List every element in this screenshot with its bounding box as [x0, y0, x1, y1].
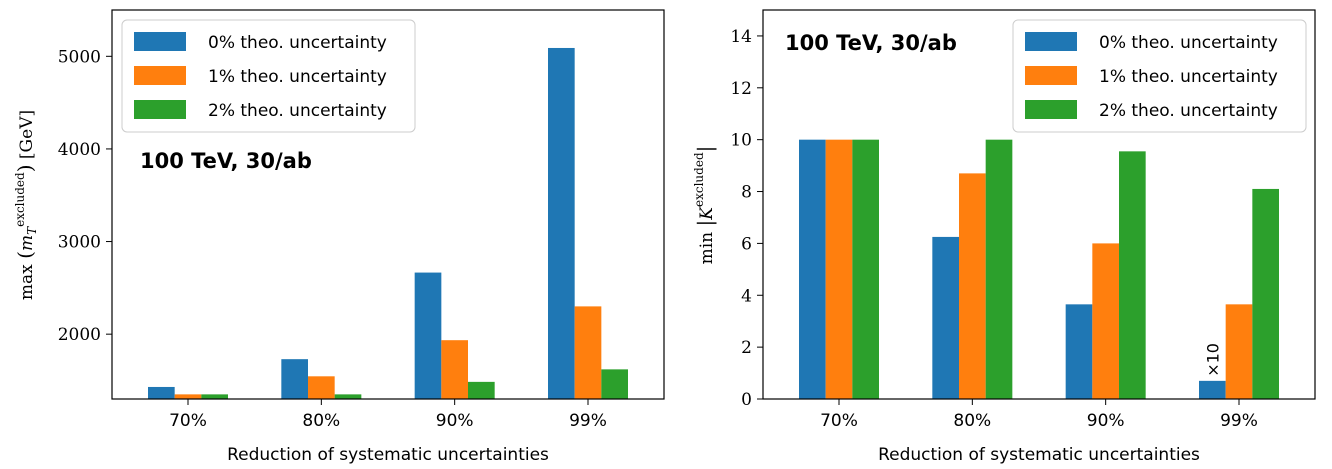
right-bar-s0-c3 [1199, 380, 1226, 399]
right-ytick-label: 4 [741, 286, 752, 306]
right-xtick-label: 80% [953, 411, 991, 431]
right-legend: 0% theo. uncertainty 1% theo. uncertainty… [1012, 19, 1307, 133]
left-ytick-label: 5000 [58, 47, 101, 67]
left-bar-s2-c1 [334, 394, 362, 399]
left-y-ticks: 2000 3000 4000 5000 [58, 47, 112, 345]
right-x-ticks: 70% 80% 90% 99% [820, 399, 1258, 431]
right-bar-s2-c0 [852, 139, 879, 400]
left-ytick-label: 3000 [58, 233, 101, 253]
right-x-axis-label: Reduction of systematic uncertainties [878, 445, 1200, 465]
left-legend-swatch-0 [134, 32, 186, 51]
left-annotation: 100 TeV, 30/ab [140, 149, 312, 173]
left-xtick-label: 80% [302, 411, 340, 431]
right-bar-s1-c2 [1092, 243, 1119, 399]
right-legend-label-2: 2% theo. uncertainty [1099, 101, 1278, 121]
left-xtick-label: 70% [169, 411, 207, 431]
left-legend-label-1: 1% theo. uncertainty [208, 67, 387, 87]
right-xtick-label: 70% [820, 411, 858, 431]
left-xtick-label: 99% [569, 411, 607, 431]
left-legend-box [121, 19, 416, 133]
left-x-axis-label: Reduction of systematic uncertainties [227, 445, 549, 465]
left-bar-s0-c1 [281, 359, 308, 399]
right-legend-label-0: 0% theo. uncertainty [1099, 33, 1278, 53]
right-legend-box [1012, 19, 1307, 133]
left-bar-s1-c0 [174, 394, 202, 399]
right-ytick-label: 2 [741, 338, 752, 358]
left-ytick-label: 2000 [58, 325, 101, 345]
left-ytick-label: 4000 [58, 140, 101, 160]
right-bar-s0-c1 [932, 236, 959, 399]
right-plot-frame [762, 9, 1316, 400]
right-ytick-label: 10 [730, 131, 752, 151]
right-legend-swatch-0 [1025, 32, 1077, 51]
right-bar-s2-c3 [1252, 188, 1279, 399]
left-bar-s0-c3 [548, 47, 575, 399]
right-bar-s1-c3 [1225, 304, 1253, 399]
right-ytick-label: 6 [741, 234, 752, 254]
left-bar-s0-c0 [148, 386, 175, 399]
right-bar-s1-c1 [959, 173, 986, 399]
left-bar-s1-c1 [308, 376, 335, 399]
left-bar-s2-c0 [201, 394, 228, 399]
right-xtick-label: 99% [1220, 411, 1258, 431]
left-xtick-label: 90% [436, 411, 474, 431]
left-bars [148, 47, 628, 399]
left-legend: 0% theo. uncertainty 1% theo. uncertainty… [121, 19, 416, 133]
right-bar-s2-c2 [1119, 151, 1146, 399]
right-legend-swatch-2 [1025, 100, 1077, 119]
left-legend-swatch-2 [134, 100, 186, 119]
bar-multiplier-label: ×10 [1203, 343, 1222, 377]
left-y-axis-label: max (mTexcluded) [GeV] [13, 110, 39, 300]
right-ytick-label: 12 [730, 79, 752, 99]
right-bar-s0-c0 [799, 139, 826, 400]
right-chart: 70% 80% 90% 99% 0 2 4 6 8 10 12 14 Reduction of sy… [692, 9, 1316, 465]
right-xtick-label: 90% [1087, 411, 1125, 431]
right-bar-s0-c2 [1065, 304, 1093, 399]
left-bar-s2-c2 [468, 381, 495, 399]
right-ytick-label: 14 [730, 27, 752, 47]
left-bar-s0-c2 [414, 272, 442, 399]
left-plot-frame [111, 9, 665, 400]
right-bar-s2-c1 [985, 139, 1013, 400]
right-ytick-label: 0 [741, 390, 752, 410]
left-chart: 70% 80% 90% 99% 2000 3000 4000 5000 Reduction … [13, 9, 665, 465]
right-legend-swatch-1 [1025, 66, 1077, 85]
left-legend-label-2: 2% theo. uncertainty [208, 101, 387, 121]
left-x-ticks: 70% 80% 90% 99% [169, 399, 607, 431]
right-legend-label-1: 1% theo. uncertainty [1099, 67, 1278, 87]
left-bar-s1-c2 [441, 340, 468, 399]
right-bars [799, 139, 1279, 400]
left-legend-label-0: 0% theo. uncertainty [208, 33, 387, 53]
right-annotation: 100 TeV, 30/ab [785, 31, 957, 55]
left-bar-s1-c3 [574, 306, 602, 399]
left-legend-swatch-1 [134, 66, 186, 85]
right-y-ticks: 0 2 4 6 8 10 12 14 [730, 27, 763, 410]
right-bar-s1-c0 [825, 139, 853, 400]
right-y-axis-label: min |Kexcluded| [692, 146, 718, 265]
right-ytick-label: 8 [741, 183, 752, 203]
left-bar-s2-c3 [601, 369, 628, 399]
